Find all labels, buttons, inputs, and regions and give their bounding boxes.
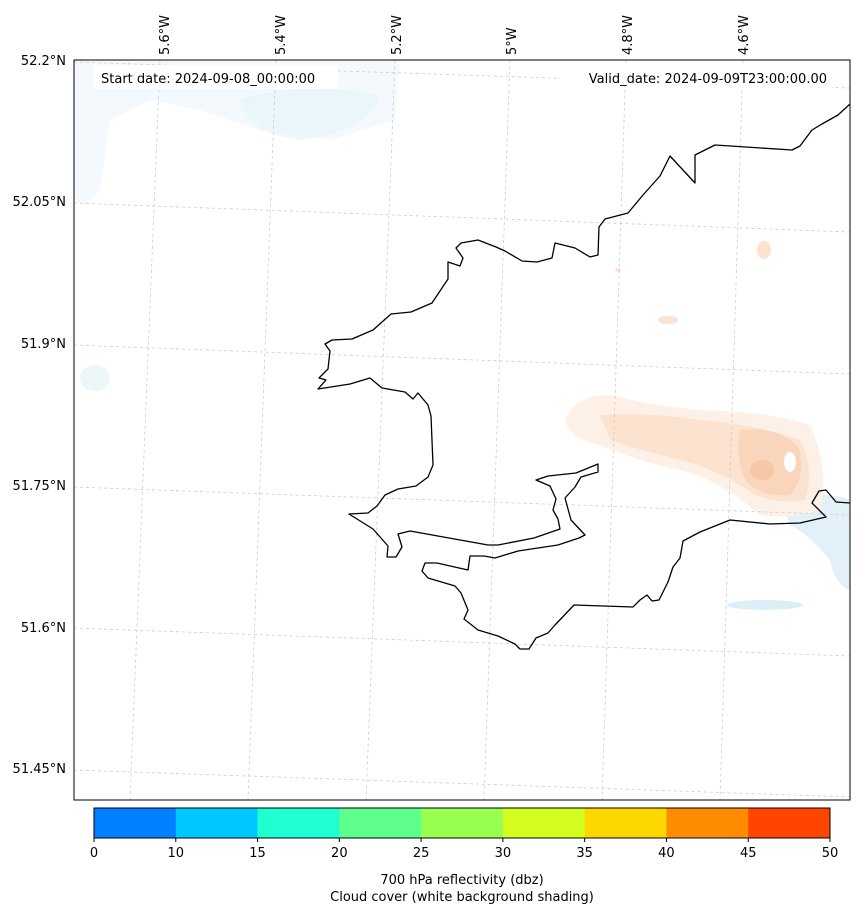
lat-label: 52.05°N [13,195,66,210]
lat-label: 52.2°N [21,54,66,69]
lon-label: 5°W [505,27,520,55]
colorbar-segment [257,808,340,838]
colorbar-tick-label: 30 [495,846,512,861]
coastline [317,103,850,650]
colorbar-segment [666,808,749,838]
reflectivity-contours [565,241,824,517]
colorbar-tick-label: 10 [168,846,185,861]
colorbar: 0 10 15 20 25 30 35 40 45 50 700 hPa reflectivity… [90,807,839,905]
lat-labels: 52.2°N 52.05°N 51.9°N 51.75°N 51.6°N 51.… [13,54,66,777]
lon-label: 5.2°W [390,15,405,55]
cloud-cover-shading [74,60,850,610]
lon-label: 4.6°W [737,15,752,55]
lat-label: 51.45°N [13,762,66,777]
start-date-text: Start date: 2024-09-08_00:00:00 [101,72,315,87]
valid-date-box: Valid_date: 2024-09-09T23:00:00.00 [560,65,832,89]
lon-label: 4.8°W [621,15,636,55]
colorbar-tick-label: 40 [658,846,675,861]
colorbar-tick-label: 20 [331,846,348,861]
colorbar-segment [421,808,504,838]
colorbar-tick-label: 45 [740,846,757,861]
lon-label: 5.4°W [274,15,289,55]
colorbar-segment [584,808,667,838]
colorbar-frame [93,807,831,839]
lon-label: 5.6°W [158,15,173,55]
colorbar-segment [94,808,177,838]
colorbar-tick-label: 25 [413,846,430,861]
map-frame [73,59,851,801]
valid-date-text: Valid_date: 2024-09-09T23:00:00.00 [589,72,827,87]
map-plot-area: Start date: 2024-09-08_00:00:00 Valid_da… [74,60,850,800]
colorbar-segment [339,808,422,838]
colorbar-tick-label: 0 [90,846,98,861]
colorbar-segment [748,808,831,838]
colorbar-label: 700 hPa reflectivity (dbz) [380,873,543,888]
colorbar-segment [502,808,586,838]
lat-label: 51.6°N [21,621,66,636]
colorbar-tick-label: 50 [822,846,839,861]
start-date-box: Start date: 2024-09-08_00:00:00 [93,65,338,89]
lat-label: 51.9°N [21,337,66,352]
lon-labels: 5.6°W 5.4°W 5.2°W 5°W 4.8°W 4.6°W [158,15,752,55]
colorbar-tick-label: 15 [249,846,266,861]
colorbar-sublabel: Cloud cover (white background shading) [330,890,594,905]
lat-label: 51.75°N [13,479,66,494]
colorbar-tick-label: 35 [576,846,593,861]
colorbar-segment [175,808,259,838]
